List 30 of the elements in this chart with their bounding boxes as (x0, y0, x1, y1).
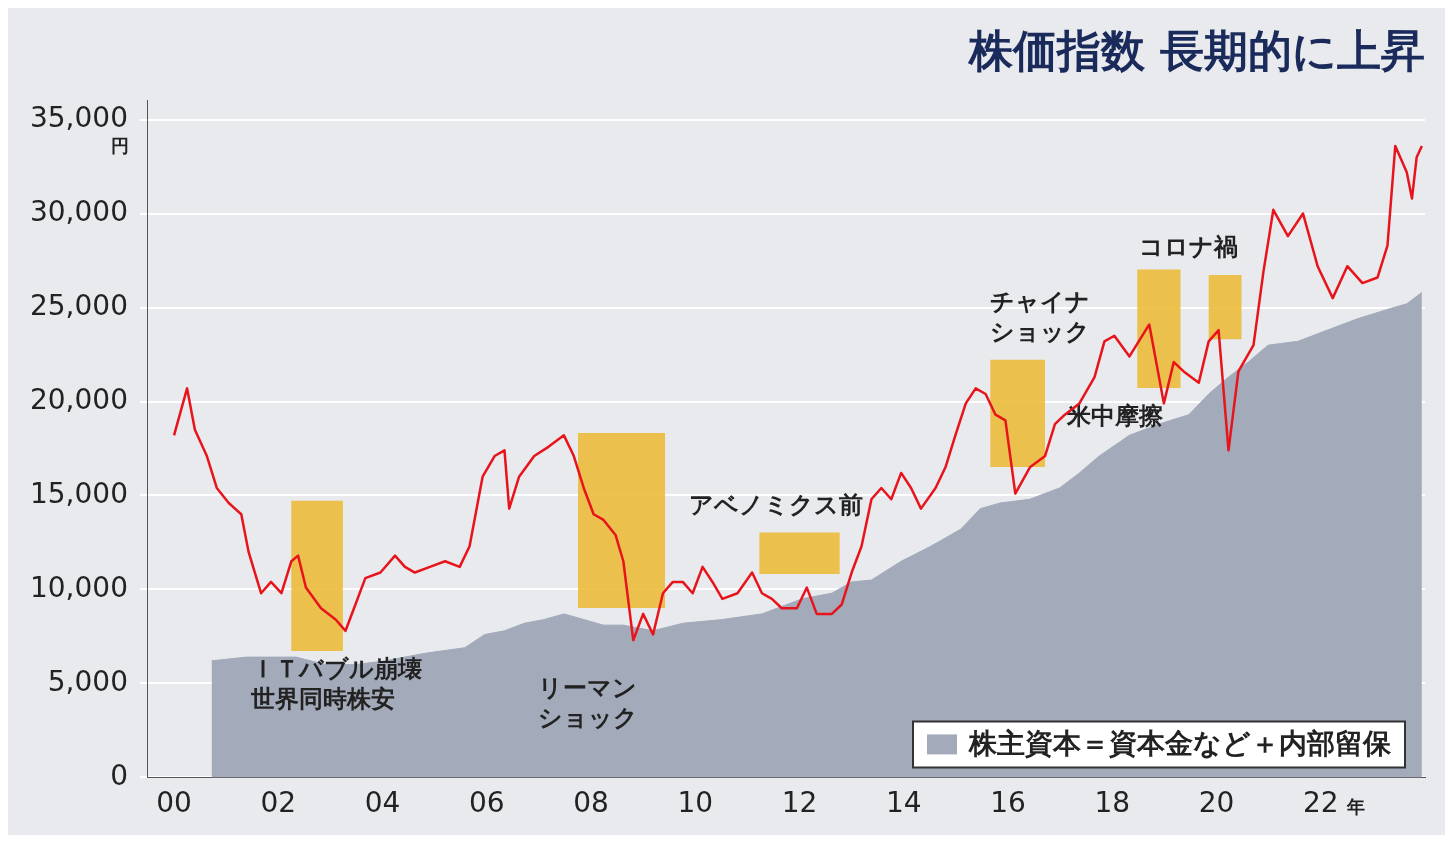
x-tick-label: 14 (885, 786, 922, 820)
x-tick-label: 04 (364, 786, 401, 820)
chart-title: 株価指数 長期的に上昇 (966, 24, 1425, 76)
y-axis-title: 円 (110, 134, 129, 156)
x-tick-label: 12 (781, 786, 818, 820)
y-tick-label: 5,000 (47, 664, 128, 698)
y-tick-label: 25,000 (29, 288, 128, 322)
band-label: ＩＴバブル崩壊世界同時株安 (250, 655, 423, 714)
band-label: 米中摩擦 (1066, 402, 1165, 431)
x-tick-label: 02 (260, 786, 297, 820)
x-tick-label: 00 (156, 786, 192, 820)
x-axis-title: 年 (1345, 796, 1365, 818)
band-label: コロナ禍 (1138, 233, 1238, 262)
y-tick-label: 0 (110, 758, 128, 792)
x-tick-label: 18 (1094, 786, 1131, 820)
x-tick-label: 20 (1198, 786, 1235, 820)
band-label: リーマンショック (537, 674, 638, 733)
x-tick-label: 16 (990, 786, 1026, 820)
band-label: チャイナショック (990, 287, 1091, 346)
x-tick-label: 10 (677, 786, 714, 820)
x-tick-label: 08 (573, 786, 609, 820)
y-tick-label: 30,000 (29, 194, 128, 228)
band-label: アベノミクス前 (689, 490, 864, 519)
y-tick-label: 35,000 (29, 100, 128, 134)
series-label: 株主資本＝資本金など＋内部留保 (968, 726, 1392, 760)
x-tick-label: 06 (468, 786, 505, 820)
y-tick-label: 15,000 (29, 476, 128, 510)
y-tick-label: 20,000 (29, 382, 128, 416)
x-tick-label: 22 (1302, 786, 1339, 820)
y-tick-label: 10,000 (29, 570, 128, 604)
